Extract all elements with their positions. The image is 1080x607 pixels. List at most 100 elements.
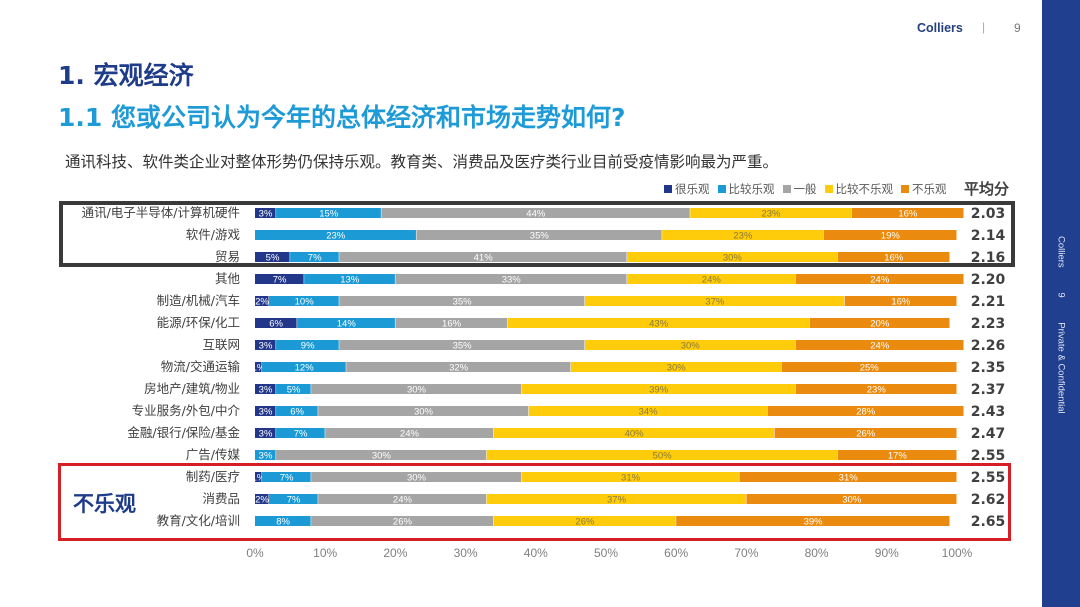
segment-value-label: 12% bbox=[295, 363, 315, 374]
bar-segment bbox=[795, 384, 957, 394]
segment-value-label: 41% bbox=[474, 253, 494, 264]
bar-segment bbox=[276, 340, 339, 350]
segment-value-label: 24% bbox=[870, 275, 890, 286]
segment-value-label: 26% bbox=[856, 429, 876, 440]
x-tick-label: 100% bbox=[942, 546, 973, 560]
bar-segment bbox=[311, 472, 522, 482]
x-tick-label: 10% bbox=[313, 546, 337, 560]
bar-segment bbox=[570, 362, 781, 372]
bar-segment bbox=[795, 274, 964, 284]
segment-value-label: 3% bbox=[259, 451, 273, 462]
segment-value-label: 7% bbox=[308, 253, 322, 264]
x-tick-label: 20% bbox=[383, 546, 407, 560]
segment-value-label: 3% bbox=[259, 385, 273, 396]
category-label: 制药/医疗 bbox=[186, 469, 240, 484]
legend-swatch bbox=[717, 185, 726, 193]
bar-segment bbox=[395, 274, 627, 284]
segment-value-label: 16% bbox=[884, 253, 904, 264]
segment-value-label: 37% bbox=[705, 297, 725, 308]
segment-value-label: 19% bbox=[881, 231, 901, 242]
segment-value-label: 3% bbox=[259, 209, 273, 220]
x-tick-label: 90% bbox=[875, 546, 899, 560]
pessimistic-highlight-box bbox=[58, 463, 1011, 541]
average-score: 2.03 bbox=[971, 206, 1006, 222]
bar-segment bbox=[255, 252, 290, 262]
category-label: 其他 bbox=[215, 271, 241, 286]
segment-value-label: 30% bbox=[842, 495, 862, 506]
segment-value-label: 37% bbox=[607, 495, 627, 506]
bar-segment bbox=[774, 428, 957, 438]
bar-segment bbox=[255, 362, 262, 372]
bar-segment bbox=[767, 406, 964, 416]
bar-segment bbox=[290, 252, 339, 262]
bar-segment bbox=[493, 516, 676, 526]
brand-sidebar bbox=[1042, 0, 1080, 607]
segment-value-label: 9% bbox=[301, 341, 315, 352]
bar-segment bbox=[255, 494, 269, 504]
bar-segment bbox=[255, 340, 276, 350]
bar-segment bbox=[276, 450, 487, 460]
chart-legend: 很乐观 比较乐观 一般 比较不乐观 不乐观 bbox=[664, 181, 955, 197]
bar-segment bbox=[584, 340, 796, 350]
bar-segment bbox=[255, 384, 276, 394]
segment-value-label: 2% bbox=[255, 297, 269, 308]
legend-label: 不乐观 bbox=[912, 182, 947, 196]
x-tick-label: 60% bbox=[664, 546, 688, 560]
category-label: 通讯/电子半导体/计算机硬件 bbox=[82, 205, 240, 220]
segment-value-label: 7% bbox=[280, 473, 294, 484]
bar-segment bbox=[507, 318, 810, 328]
average-score: 2.47 bbox=[971, 426, 1006, 442]
bar-segment bbox=[795, 340, 964, 350]
bar-segment bbox=[255, 274, 304, 284]
header-separator: | bbox=[982, 20, 986, 34]
segment-value-label: 3% bbox=[259, 407, 273, 418]
average-score: 2.65 bbox=[971, 514, 1006, 530]
average-score: 2.55 bbox=[971, 448, 1006, 464]
segment-value-label: 1% bbox=[252, 363, 266, 374]
bar-segment bbox=[844, 296, 957, 306]
segment-value-label: 2% bbox=[255, 495, 269, 506]
segment-value-label: 7% bbox=[287, 495, 301, 506]
bar-segment bbox=[781, 362, 957, 372]
segment-value-label: 1% bbox=[252, 473, 266, 484]
legend-item: 比较不乐观 bbox=[824, 181, 894, 197]
summary-text: 通讯科技、软件类企业对整体形势仍保持乐观。教育类、消费品及医疗类行业目前受疫情影… bbox=[65, 153, 779, 171]
segment-value-label: 50% bbox=[653, 451, 673, 462]
segment-value-label: 7% bbox=[273, 275, 287, 286]
x-tick-label: 80% bbox=[805, 546, 829, 560]
bar-segment bbox=[746, 494, 957, 504]
header-page-number: 9 bbox=[1014, 21, 1021, 35]
segment-value-label: 39% bbox=[804, 517, 824, 528]
average-score: 2.37 bbox=[971, 382, 1006, 398]
category-label: 专业服务/外包/中介 bbox=[132, 403, 241, 418]
legend-label: 比较不乐观 bbox=[835, 182, 894, 196]
x-tick-label: 50% bbox=[594, 546, 618, 560]
bar-segment bbox=[739, 472, 957, 482]
segment-value-label: 7% bbox=[294, 429, 308, 440]
segment-value-label: 23% bbox=[326, 231, 346, 242]
segment-value-label: 35% bbox=[530, 231, 550, 242]
category-label: 消费品 bbox=[202, 491, 240, 506]
bar-segment bbox=[318, 406, 529, 416]
segment-value-label: 30% bbox=[723, 253, 743, 264]
average-score: 2.55 bbox=[971, 470, 1006, 486]
segment-value-label: 25% bbox=[860, 363, 880, 374]
bar-segment bbox=[837, 450, 957, 460]
segment-value-label: 30% bbox=[407, 385, 427, 396]
legend-label: 比较乐观 bbox=[728, 182, 775, 196]
segment-value-label: 24% bbox=[393, 495, 413, 506]
header-brand: Colliers bbox=[917, 21, 963, 35]
segment-value-label: 30% bbox=[667, 363, 687, 374]
bar-segment bbox=[823, 230, 957, 240]
legend-item: 比较乐观 bbox=[717, 181, 775, 197]
segment-value-label: 34% bbox=[639, 407, 659, 418]
bar-segment bbox=[521, 472, 739, 482]
segment-value-label: 10% bbox=[295, 297, 315, 308]
bar-segment bbox=[851, 208, 964, 218]
bar-segment bbox=[262, 472, 311, 482]
x-tick-label: 0% bbox=[246, 546, 264, 560]
bar-segment bbox=[676, 516, 950, 526]
segment-value-label: 32% bbox=[449, 363, 469, 374]
segment-value-label: 23% bbox=[761, 209, 781, 220]
